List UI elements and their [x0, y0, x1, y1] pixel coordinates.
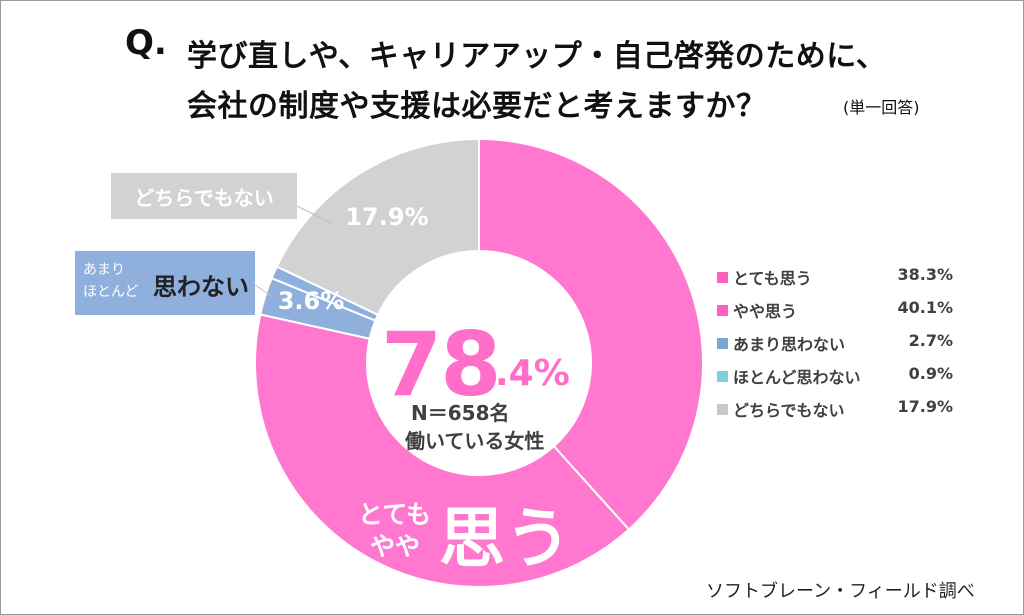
agree-qualifier-very: とても — [358, 500, 432, 529]
donut-slice-4 — [275, 137, 480, 317]
legend-swatch — [717, 371, 728, 382]
source-credit: ソフトブレーン・フィールド調べ — [706, 581, 975, 602]
question-title-line2: 会社の制度や支援は必要だと考えますか？ — [187, 89, 767, 124]
sample-size: N＝658名 — [411, 401, 510, 425]
legend-value: 40.1% — [897, 298, 953, 317]
callout-qualifier-rarely: あまり — [83, 262, 125, 278]
legend-item-1: やや思う 40.1% — [717, 298, 953, 322]
legend-item-3: ほとんど思わない 0.9% — [717, 364, 953, 388]
slice-label-1: 17.9% — [345, 203, 428, 231]
callout-not-agree-qualifiers: あまり ほとんど — [83, 259, 139, 303]
slice-label-0: 3.6% — [278, 287, 345, 315]
center-total-decimal: .4% — [495, 353, 570, 394]
question-title-line1: 学び直しや、キャリアアップ・自己啓発のために、 — [187, 39, 887, 74]
legend-swatch — [717, 338, 728, 349]
callout-line-1 — [254, 284, 274, 298]
legend-value: 17.9% — [897, 397, 953, 416]
donut-slice-1 — [254, 313, 631, 588]
legend-swatch — [717, 272, 728, 283]
donut-slice-0 — [478, 137, 704, 531]
callout-not-agree-text: 思わない — [153, 273, 249, 301]
answer-type-note: (単一回答) — [843, 98, 920, 117]
agree-label: 思う — [439, 500, 571, 577]
callout-line-0 — [296, 205, 332, 224]
legend-item-0: とても思う 38.3% — [717, 265, 953, 289]
legend-item-2: あまり思わない 2.7% — [717, 331, 953, 355]
legend-swatch — [717, 404, 728, 415]
legend-label: どちらでもない — [733, 401, 845, 420]
legend-value: 38.3% — [897, 265, 953, 284]
sample-description: 働いている女性 — [405, 429, 545, 453]
legend-label: やや思う — [733, 302, 798, 321]
callout-not-agree: あまり ほとんど 思わない — [75, 251, 255, 315]
legend-swatch — [717, 305, 728, 316]
agree-qualifier-somewhat: やや — [370, 532, 421, 561]
legend-item-4: どちらでもない 17.9% — [717, 397, 953, 421]
legend-value: 0.9% — [908, 364, 953, 383]
legend-label: とても思う — [733, 269, 812, 288]
callout-neither-text: どちらでもない — [134, 185, 274, 210]
legend-value: 2.7% — [908, 331, 953, 350]
legend-label: あまり思わない — [733, 335, 846, 354]
center-total-integer: 78 — [381, 313, 501, 416]
callout-qualifier-hardly: ほとんど — [83, 284, 139, 300]
callout-neither: どちらでもない — [111, 173, 297, 219]
question-label: Q. — [125, 23, 167, 63]
legend-label: ほとんど思わない — [733, 368, 861, 387]
